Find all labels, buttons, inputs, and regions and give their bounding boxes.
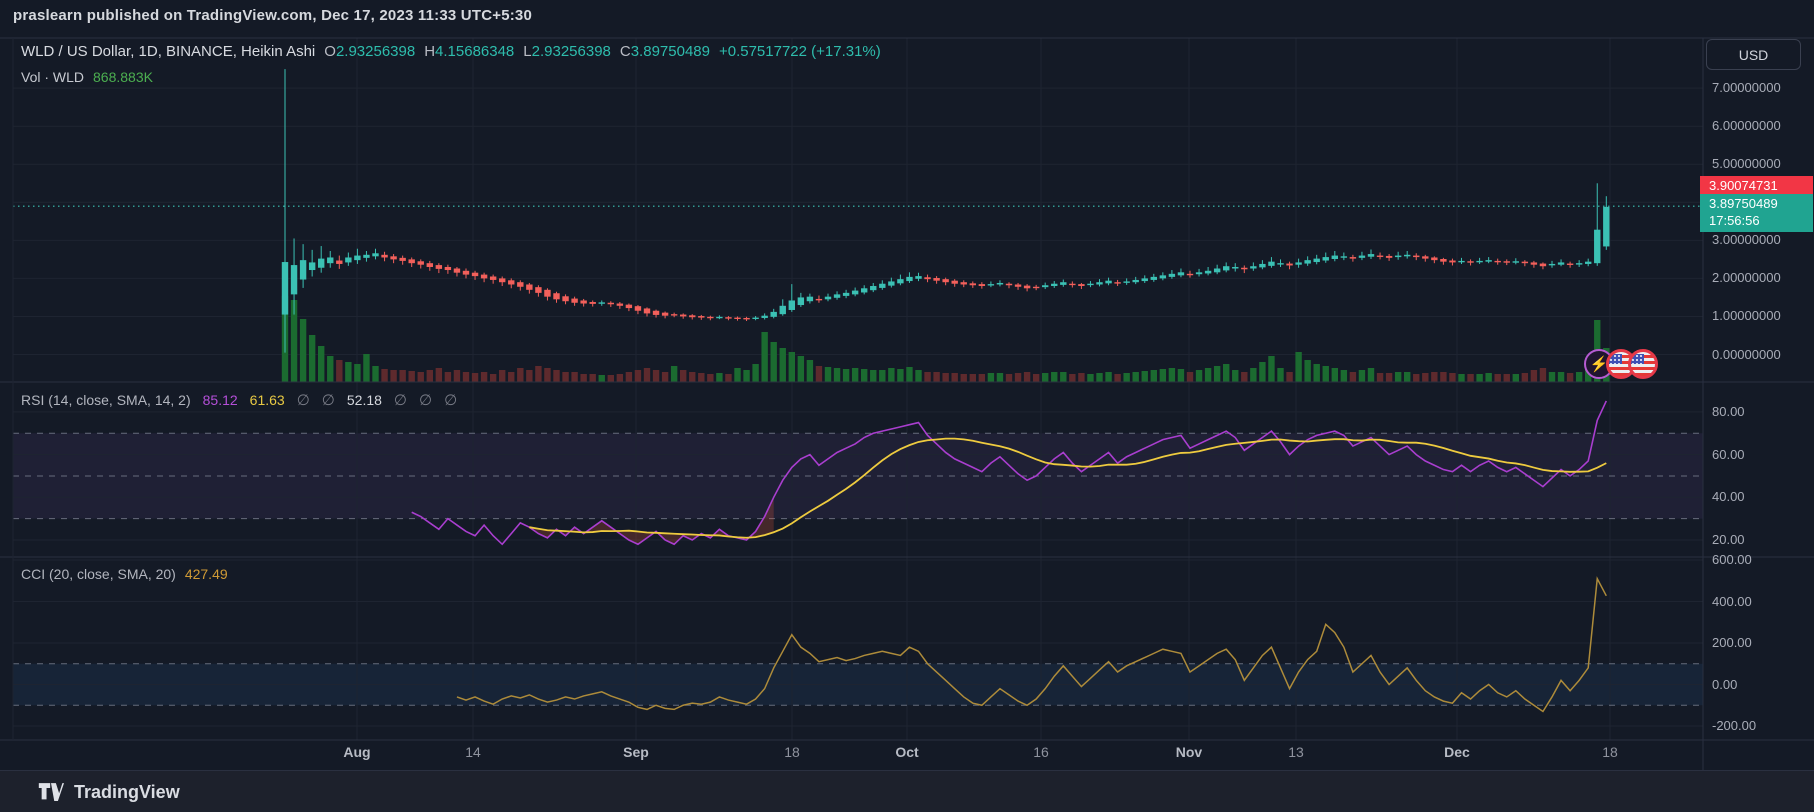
time-axis-label[interactable]: 14 (465, 744, 481, 760)
time-axis-label[interactable]: 13 (1288, 744, 1304, 760)
rsi-legend[interactable]: RSI (14, close, SMA, 14, 2) 85.12 61.63 … (21, 391, 457, 409)
us-flag-event-icon[interactable] (1628, 349, 1658, 379)
axis-tick-label: 200.00 (1712, 635, 1752, 650)
time-axis-label[interactable]: Oct (895, 744, 919, 760)
axis-tick-label: 400.00 (1712, 593, 1752, 609)
axis-tick-label: 7.00000000 (1712, 80, 1781, 96)
cci-value: 427.49 (184, 566, 228, 582)
time-axis-label[interactable]: Sep (623, 744, 649, 760)
symbol-title: WLD / US Dollar, 1D, BINANCE, Heikin Ash… (21, 43, 316, 60)
axis-tick-label: -200.00 (1712, 718, 1757, 733)
tradingview-logo-icon[interactable] (38, 780, 64, 804)
time-axis-label[interactable]: Nov (1175, 744, 1203, 760)
low-value: L2.93256398 (523, 43, 611, 60)
cci-legend[interactable]: CCI (20, close, SMA, 20) 427.49 (21, 566, 228, 582)
rsi-null-value: ∅ (393, 392, 407, 409)
rsi-null-value: ∅ (444, 392, 458, 409)
ha-close-price: 3.89750489 (1709, 196, 1778, 211)
volume-label: Vol · WLD (21, 69, 85, 85)
change-value: +0.57517722 (+17.31%) (718, 43, 881, 60)
close-value: C3.89750489 (619, 43, 710, 60)
axis-tick-label: 6.00000000 (1712, 118, 1781, 134)
footer-bar: TradingView (0, 770, 1814, 812)
publish-byline: praslearn published on TradingView.com, … (13, 7, 533, 24)
rsi-null-value: ∅ (321, 392, 335, 409)
axis-tick-label: 0.00 (1712, 676, 1738, 692)
footer-brand-text[interactable]: TradingView (74, 781, 180, 802)
rsi-ma-value: 61.63 (249, 392, 285, 408)
rsi-label: RSI (14, close, SMA, 14, 2) (21, 392, 191, 408)
symbol-legend[interactable]: WLD / US Dollar, 1D, BINANCE, Heikin Ash… (21, 43, 881, 60)
axis-tick-label: 20.00 (1712, 532, 1745, 547)
last-trade-price-badge: 3.90074731 (1700, 176, 1813, 195)
rsi-value: 85.12 (202, 392, 238, 408)
axis-tick-label: 60.00 (1712, 446, 1745, 462)
axis-tick-label: 80.00 (1712, 403, 1745, 419)
currency-toggle-button[interactable]: USD (1706, 39, 1801, 70)
time-axis-label[interactable]: 16 (1033, 744, 1049, 760)
volume-legend[interactable]: Vol · WLD 868.883K (21, 69, 153, 85)
volume-value: 868.883K (93, 69, 153, 85)
open-value: O2.93256398 (324, 43, 416, 60)
high-value: H4.15686348 (424, 43, 515, 60)
axis-tick-label: 1.00000000 (1712, 308, 1781, 324)
time-axis-label[interactable]: Dec (1444, 744, 1470, 760)
rsi-null-value: ∅ (419, 392, 433, 409)
axis-tick-label: 0.00000000 (1712, 346, 1781, 362)
bar-countdown: 17:56:56 (1709, 213, 1760, 228)
axis-tick-label: 3.00000000 (1712, 232, 1781, 248)
rsi-mid-value: 52.18 (346, 392, 382, 408)
axis-tick-label: 5.00000000 (1712, 156, 1781, 172)
time-axis-label[interactable]: 18 (1602, 744, 1618, 760)
axis-tick-label: 40.00 (1712, 489, 1745, 505)
time-axis-label[interactable]: Aug (343, 744, 371, 760)
ha-close-price-badge: 3.89750489 17:56:56 (1700, 194, 1813, 232)
cci-label: CCI (20, close, SMA, 20) (21, 566, 176, 582)
rsi-null-value: ∅ (296, 392, 310, 409)
axis-tick-label: 2.00000000 (1712, 270, 1781, 286)
axis-tick-label: 600.00 (1712, 552, 1752, 567)
time-axis-label[interactable]: 18 (784, 744, 800, 760)
